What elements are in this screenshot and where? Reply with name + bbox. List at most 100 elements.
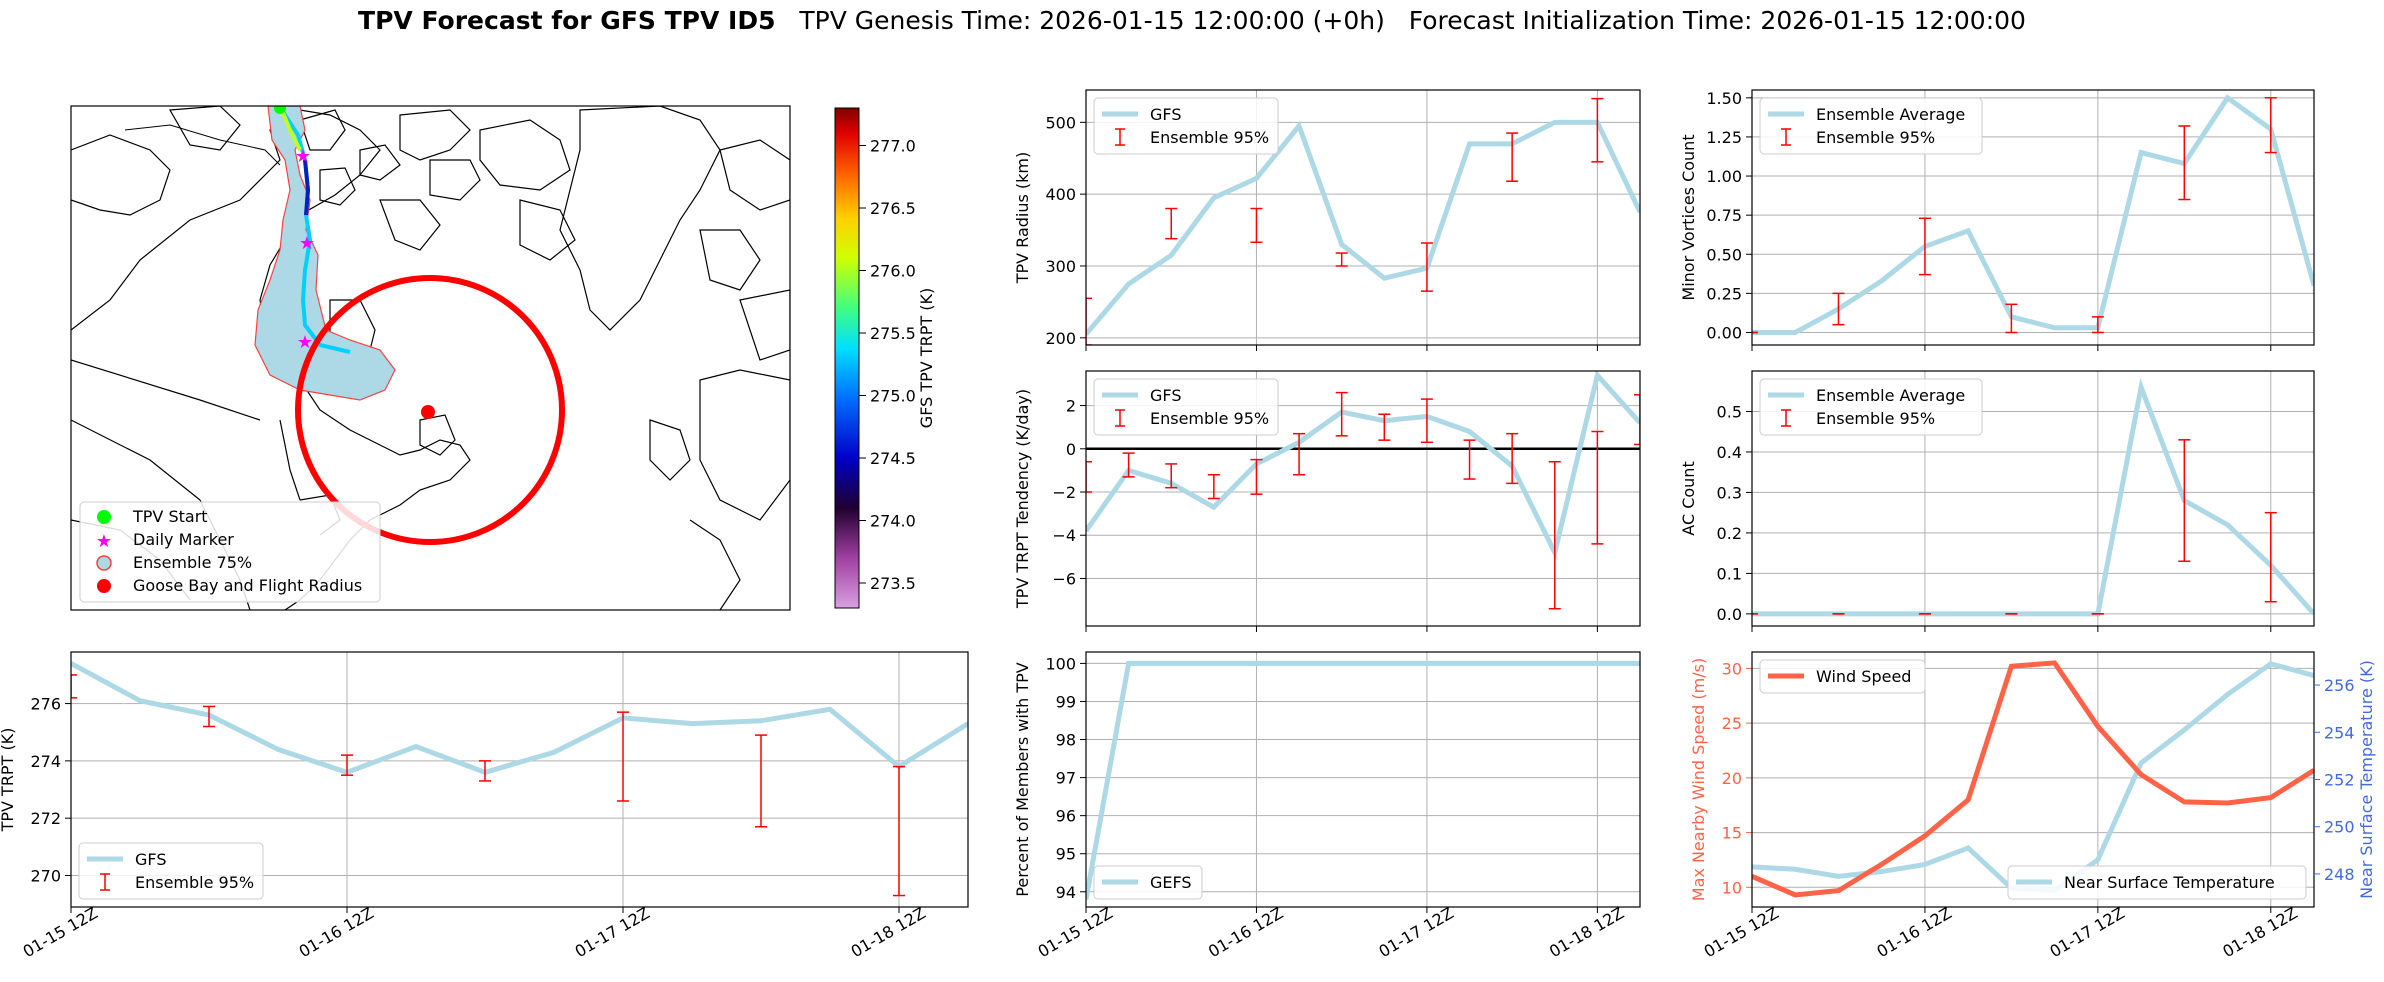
error-bar [2264, 97, 2277, 154]
y-tick-label: 400 [1045, 185, 1076, 204]
legend-label: GFS [1150, 105, 1181, 124]
legend-star-icon: ★ [96, 531, 112, 552]
error-bar [2091, 316, 2104, 334]
colorbar-tick-label: 275.5 [870, 324, 916, 343]
y-axis-label: TPV Radius (km) [1013, 152, 1032, 285]
series-line [71, 661, 968, 775]
error-bar [2178, 439, 2191, 562]
y2-tick-label: 254 [2324, 723, 2355, 742]
y-axis-label: TPV TRPT Tendency (K/day) [1013, 389, 1032, 609]
y-axis-label: AC Count [1679, 461, 1698, 535]
y-tick-label: 98 [1056, 731, 1076, 750]
error-bar [1335, 252, 1348, 267]
y2-tick-label: 250 [2324, 818, 2355, 837]
colorbar-tick-label: 273.5 [870, 574, 916, 593]
colorbar-tick-label: 275.0 [870, 387, 916, 406]
chart-legend: Ensemble Average Ensemble 95% [1759, 97, 1983, 155]
legend-label: Wind Speed [1816, 667, 1911, 686]
daily-marker: ★ [297, 332, 313, 353]
x-tick-label: 01-16 12Z [1205, 903, 1286, 961]
series-line [1086, 371, 1640, 560]
chart-tend: −6 −4 −2 0 2 TPV TRPT Tendency (K/day) GFS Ense… [1013, 370, 1641, 632]
legend-ensemble-icon [96, 555, 112, 571]
x-tick-label: 01-17 12Z [572, 903, 653, 961]
error-bar [1420, 398, 1433, 444]
y2-tick-label: 252 [2324, 771, 2355, 790]
error-bar [2178, 125, 2191, 201]
y-tick-label: 1.25 [1706, 128, 1742, 147]
y-tick-label: −6 [1052, 569, 1076, 588]
chart-legend: GFS Ensemble 95% [78, 842, 264, 900]
colorbar-label: GFS TPV TRPT (K) [917, 288, 936, 428]
legend-label: GFS [1150, 386, 1181, 405]
series-group [71, 661, 968, 897]
map-panel: ★ ★ ★ TPV Start ★ Daily Marker Ensemble … [70, 105, 936, 611]
legend-box [2007, 865, 2307, 900]
y-tick-label: 20 [1722, 769, 1742, 788]
flight-radius-circle [295, 275, 565, 545]
x-tick-label: 01-17 12Z [2046, 903, 2127, 961]
y-tick-label: 274 [30, 752, 61, 771]
border-line [124, 124, 281, 166]
daily-marker: ★ [299, 233, 315, 254]
y-tick-label: −4 [1052, 526, 1076, 545]
map-frame [70, 105, 791, 611]
x-tick-label: 01-16 12Z [296, 903, 377, 961]
colorbar-ticks: 273.5 274.0 274.5 275.0 275.5 276.0 276.5 277.0 [859, 137, 916, 593]
x-tick-label: 01-17 12Z [1376, 903, 1457, 961]
chart-ac: 0.0 0.1 0.2 0.3 0.4 0.5 AC Count Ensemble Avera… [1679, 370, 2315, 632]
legend-box [1093, 378, 1279, 436]
chart-legend: GEFS [1093, 865, 1203, 900]
y-tick-label: 0.50 [1706, 245, 1742, 264]
axes-frame [1085, 370, 1641, 627]
series-line [1086, 119, 1640, 336]
error-bar [1086, 297, 1092, 345]
error-bar [1548, 461, 1561, 610]
x-tick-label: 01-16 12Z [1874, 903, 1955, 961]
y-axis-label: Minor Vortices Count [1679, 134, 1698, 300]
colorbar-tick-label: 274.5 [870, 449, 916, 468]
error-bar [1506, 432, 1519, 485]
x-tick-label: 01-15 12Z [1701, 903, 1782, 961]
gfs-track [278, 106, 351, 354]
colorbar [834, 107, 860, 609]
error-bar [1463, 439, 1476, 480]
error-bar [617, 711, 629, 802]
legend-box [78, 842, 264, 900]
y-tick-label: 10 [1722, 878, 1742, 897]
y-tick-label: 0.75 [1706, 206, 1742, 225]
error-bar [1591, 97, 1604, 163]
goose-bay-marker [421, 405, 435, 419]
y-tick-label: 0 [1066, 440, 1076, 459]
y-tick-label: 95 [1056, 845, 1076, 864]
y-tick-label: 1.50 [1706, 89, 1742, 108]
error-bar [1086, 461, 1092, 493]
legend-box [1759, 97, 1983, 155]
x-tick-label: 01-15 12Z [1035, 903, 1116, 961]
y-tick-label: 0.1 [1717, 564, 1742, 583]
error-bar [1165, 463, 1178, 489]
tpv-start-marker [274, 106, 286, 114]
legend-label: Ensemble Average [1816, 386, 1965, 405]
y-tick-label: 0.0 [1717, 605, 1742, 624]
colorbar-tick-label: 276.5 [870, 199, 916, 218]
colorbar-tick-label: 274.0 [870, 512, 916, 531]
legend-start-icon [97, 510, 111, 524]
error-bar [1591, 430, 1604, 545]
y2-axis-label: Near Surface Temperature (K) [2357, 660, 2376, 899]
y-tick-label: 2 [1066, 397, 1076, 416]
series-group [1752, 94, 2314, 335]
y-tick-label: 0.5 [1717, 402, 1742, 421]
chart-legend: Wind Speed [1759, 659, 1926, 694]
figure-title: TPV Forecast for GFS TPV ID5 TPV Genesis… [358, 6, 2026, 35]
y2-tick-label: 248 [2324, 865, 2355, 884]
legend-label: Ensemble 95% [135, 873, 254, 892]
chart-legend: GFS Ensemble 95% [1093, 97, 1279, 155]
series-line [1086, 660, 1640, 900]
error-bar [1122, 452, 1135, 478]
chart-legend: Near Surface Temperature [2007, 865, 2307, 900]
y-tick-label: 0.2 [1717, 524, 1742, 543]
error-bar [1918, 217, 1931, 276]
y-tick-label: 0.00 [1706, 323, 1742, 342]
